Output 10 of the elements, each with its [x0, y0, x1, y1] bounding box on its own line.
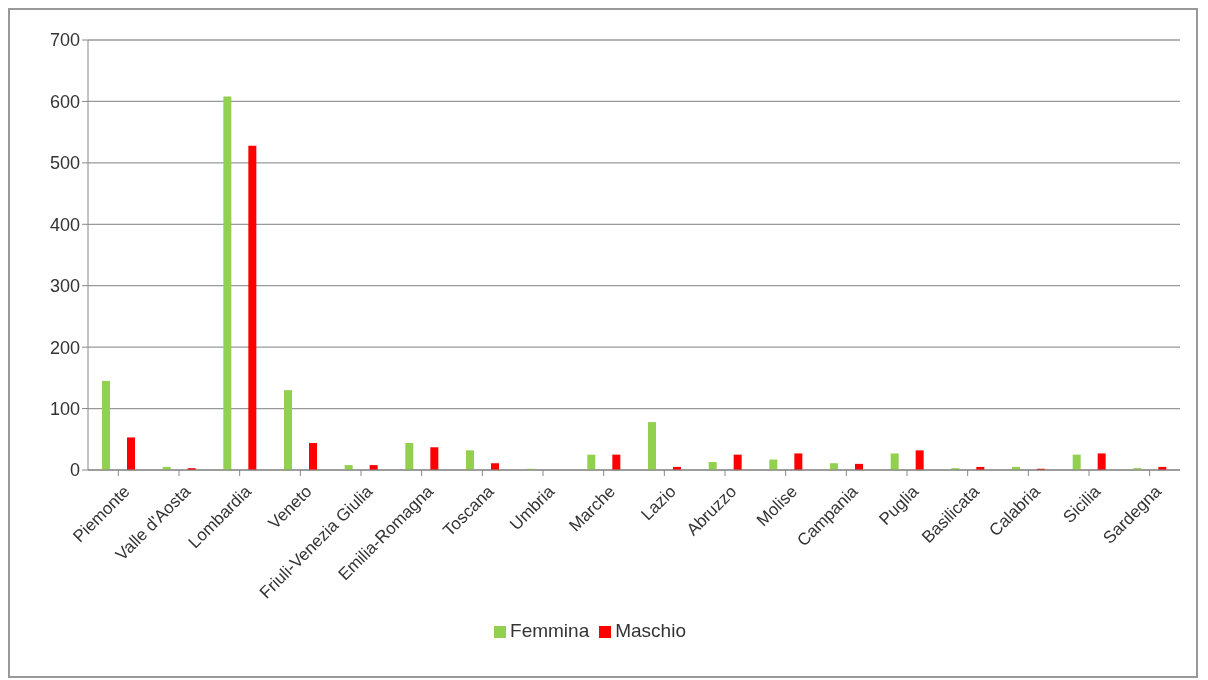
y-tick-label: 200	[49, 337, 80, 358]
legend-label: Femmina	[510, 620, 590, 641]
y-tick-label: 0	[69, 460, 80, 481]
y-tick-label: 700	[49, 30, 80, 51]
y-tick-label: 400	[49, 214, 80, 235]
y-tick-label: 600	[49, 91, 80, 112]
legend-label: Maschio	[615, 620, 686, 641]
y-tick-label: 300	[49, 276, 80, 297]
y-tick-label: 100	[49, 398, 80, 419]
y-tick-label: 500	[49, 153, 80, 174]
